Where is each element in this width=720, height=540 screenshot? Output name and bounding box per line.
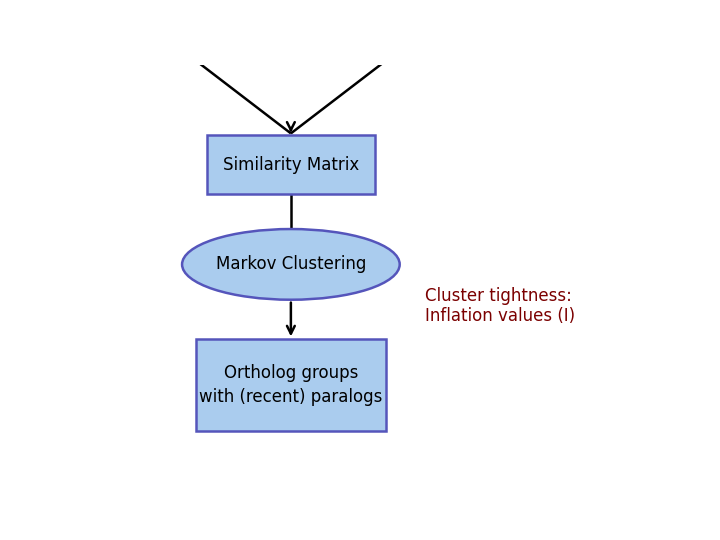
Ellipse shape	[182, 229, 400, 300]
Text: Similarity Matrix: Similarity Matrix	[222, 156, 359, 173]
Text: Cluster tightness:
Inflation values (I): Cluster tightness: Inflation values (I)	[425, 287, 575, 326]
FancyBboxPatch shape	[196, 339, 386, 431]
Text: Markov Clustering: Markov Clustering	[216, 255, 366, 273]
Text: Ortholog groups
with (recent) paralogs: Ortholog groups with (recent) paralogs	[199, 364, 382, 406]
FancyBboxPatch shape	[207, 136, 374, 194]
